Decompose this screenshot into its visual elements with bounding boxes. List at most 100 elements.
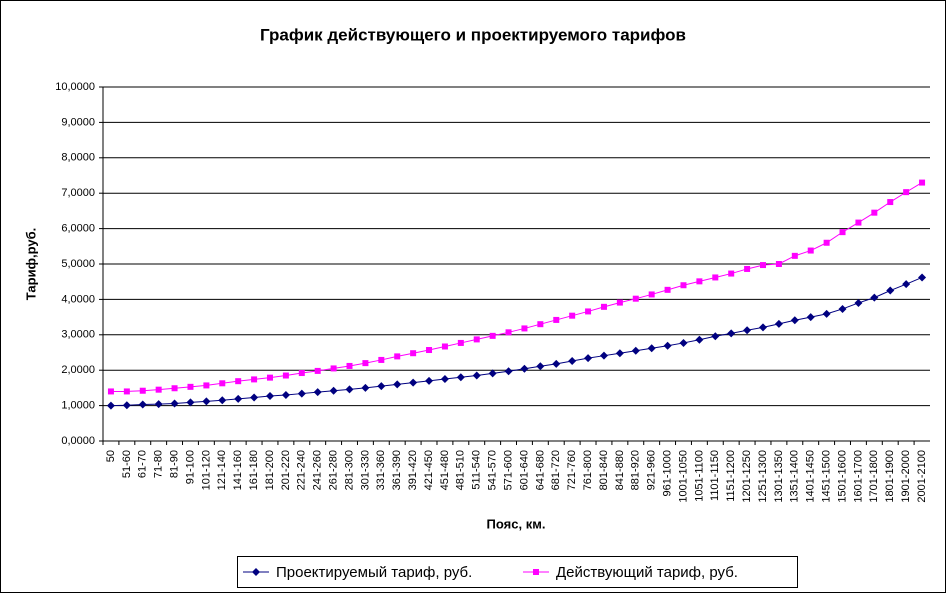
marker xyxy=(854,298,863,307)
legend-label: Проектируемый тариф, руб. xyxy=(276,564,472,581)
marker xyxy=(533,569,539,575)
marker xyxy=(139,387,146,394)
x-tick-label: 1451-1500 xyxy=(821,450,833,503)
y-tick-label: 1,0000 xyxy=(61,400,95,412)
marker xyxy=(170,399,179,408)
x-tick-label: 1251-1300 xyxy=(757,450,769,503)
x-tick-label: 71-80 xyxy=(153,450,165,478)
x-tick-label: 1301-1350 xyxy=(773,450,785,503)
marker xyxy=(536,362,545,371)
x-tick-label: 511-540 xyxy=(471,450,483,490)
marker xyxy=(647,344,656,353)
marker xyxy=(663,341,672,350)
marker xyxy=(775,261,782,267)
x-tick-label: 241-260 xyxy=(312,450,324,490)
marker xyxy=(632,295,639,302)
marker xyxy=(218,396,227,405)
marker xyxy=(441,343,448,350)
x-tick-label: 181-200 xyxy=(264,450,276,490)
marker xyxy=(886,286,895,295)
x-tick-label: 121-140 xyxy=(216,450,228,490)
x-tick-label: 481-510 xyxy=(455,450,467,490)
x-tick-label: 421-450 xyxy=(423,450,435,490)
marker xyxy=(234,394,243,403)
marker xyxy=(138,400,147,409)
marker xyxy=(440,375,449,384)
marker xyxy=(345,385,354,394)
marker xyxy=(330,365,337,372)
marker xyxy=(410,350,417,357)
marker xyxy=(599,351,608,360)
x-tick-label: 541-570 xyxy=(487,450,499,490)
marker xyxy=(329,386,338,395)
marker xyxy=(902,280,911,289)
legend-box xyxy=(237,556,798,588)
marker xyxy=(759,323,768,332)
x-tick-label: 1151-1200 xyxy=(725,450,737,502)
x-tick-label: 261-280 xyxy=(328,450,340,490)
marker xyxy=(918,273,927,282)
marker xyxy=(266,374,273,381)
marker xyxy=(473,336,480,343)
marker xyxy=(265,392,274,401)
marker xyxy=(728,270,735,277)
x-tick-label: 361-390 xyxy=(391,450,403,490)
marker xyxy=(346,362,353,369)
x-tick-label: 301-330 xyxy=(359,450,371,490)
x-tick-label: 201-220 xyxy=(280,450,292,490)
x-tick-label: 1001-1050 xyxy=(677,450,689,503)
y-tick-label: 4,0000 xyxy=(61,293,95,305)
marker xyxy=(520,364,529,373)
marker xyxy=(919,179,926,186)
marker xyxy=(171,385,178,392)
x-tick-label: 81-90 xyxy=(168,450,180,478)
marker xyxy=(791,252,798,259)
marker xyxy=(696,278,703,285)
x-tick-label: 961-1000 xyxy=(661,450,673,497)
x-tick-label: 331-360 xyxy=(375,450,387,490)
marker xyxy=(426,347,433,354)
y-tick-label: 9,0000 xyxy=(61,116,95,128)
marker xyxy=(314,367,321,374)
x-tick-label: 451-480 xyxy=(439,450,451,490)
x-tick-label: 1201-1250 xyxy=(741,450,753,503)
x-tick-label: 1051-1100 xyxy=(693,450,705,502)
marker xyxy=(584,354,593,363)
y-tick-label: 8,0000 xyxy=(61,152,95,164)
marker xyxy=(122,401,131,410)
x-tick-label: 1901-2000 xyxy=(900,450,912,503)
x-tick-label: 881-920 xyxy=(630,450,642,490)
x-tick-label: 141-160 xyxy=(232,450,244,490)
marker xyxy=(393,380,402,389)
marker xyxy=(760,262,767,269)
marker xyxy=(631,346,640,355)
x-tick-label: 91-100 xyxy=(184,450,196,484)
x-tick-label: 2001-2100 xyxy=(916,450,928,503)
y-tick-label: 5,0000 xyxy=(61,258,95,270)
y-tick-label: 2,0000 xyxy=(61,364,95,376)
x-tick-label: 61-70 xyxy=(137,450,149,478)
x-tick-label: 841-880 xyxy=(614,450,626,490)
marker xyxy=(409,378,418,387)
marker xyxy=(585,308,592,315)
marker xyxy=(252,568,260,576)
x-tick-label: 721-760 xyxy=(566,450,578,490)
marker xyxy=(712,274,719,281)
marker xyxy=(504,367,513,376)
marker xyxy=(600,303,607,310)
x-tick-label: 221-240 xyxy=(296,450,308,490)
marker xyxy=(313,388,322,397)
y-tick-label: 7,0000 xyxy=(61,187,95,199)
marker xyxy=(870,293,879,302)
marker xyxy=(235,378,242,385)
marker xyxy=(362,360,369,367)
marker xyxy=(521,325,528,332)
y-tick-label: 3,0000 xyxy=(61,329,95,341)
marker xyxy=(664,286,671,293)
x-tick-label: 1601-1700 xyxy=(852,450,864,503)
marker xyxy=(251,376,258,383)
marker xyxy=(569,312,576,319)
marker xyxy=(615,349,624,358)
